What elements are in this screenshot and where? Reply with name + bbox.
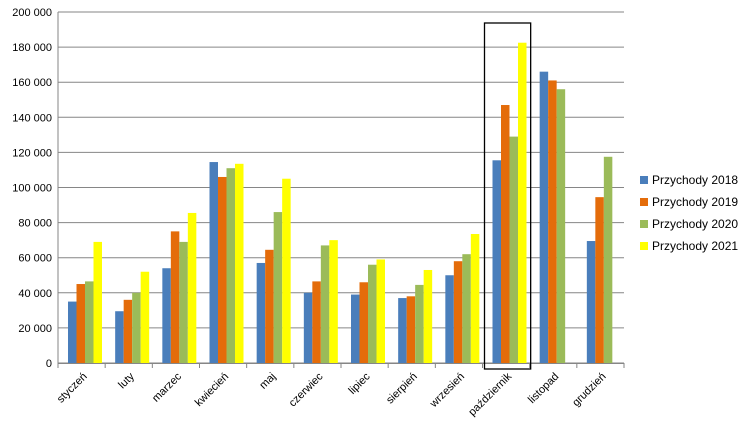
bar	[556, 89, 566, 363]
legend-swatch	[640, 198, 648, 206]
y-tick-label: 200 000	[12, 7, 52, 19]
bar	[509, 136, 518, 363]
x-tick-label: październik	[466, 370, 514, 418]
x-tick-label: czerwiec	[287, 370, 326, 409]
bar	[162, 268, 171, 363]
legend-label: Przychody 2019	[652, 195, 738, 209]
highlight-box	[483, 22, 532, 370]
y-tick-label: 120 000	[12, 147, 52, 159]
y-axis-tick-labels: 0 20 000 40 000 60 000 80 000 100 000 120 000 1…	[12, 7, 52, 370]
x-tick-label: wrzesień	[427, 371, 467, 411]
x-tick-label: grudzień	[570, 371, 608, 409]
bar	[235, 163, 244, 363]
y-tick-label: 20 000	[18, 323, 52, 335]
bar	[256, 262, 266, 363]
bar	[329, 240, 338, 363]
bar	[93, 241, 102, 363]
bar	[140, 271, 150, 363]
legend-label: Przychody 2018	[652, 173, 738, 187]
bar	[187, 212, 197, 363]
bar	[115, 311, 124, 363]
bar	[492, 160, 501, 363]
bar	[359, 282, 368, 363]
x-tick-label: lipiec	[346, 370, 373, 397]
bar	[76, 284, 85, 363]
bar	[518, 42, 527, 364]
bar	[265, 249, 274, 363]
bar	[595, 197, 604, 363]
bar	[85, 281, 94, 363]
y-tick-label: 160 000	[12, 77, 52, 89]
legend-swatch	[640, 220, 648, 228]
bar	[501, 105, 510, 363]
y-tick-label: 0	[46, 358, 52, 370]
bar	[453, 261, 463, 363]
bar	[320, 245, 330, 363]
y-tick-label: 80 000	[18, 218, 52, 230]
legend-swatch	[640, 242, 648, 250]
legend: Przychody 2018 Przychody 2019 Przychody 20…	[640, 173, 738, 253]
bar	[470, 234, 480, 363]
x-tick-label: luty	[116, 370, 137, 391]
bar	[273, 212, 283, 363]
y-tick-label: 140 000	[12, 112, 52, 124]
bar	[603, 156, 613, 363]
bar	[68, 301, 77, 363]
x-tick-label: kwiecień	[193, 371, 231, 409]
x-tick-label: styczeń	[55, 371, 90, 406]
legend-swatch	[640, 176, 648, 184]
bar	[368, 264, 377, 363]
x-axis-tick-labels: styczeń luty marzec kwiecień maj czerwiec lipi…	[55, 370, 609, 418]
bars	[68, 42, 613, 364]
bar	[376, 259, 385, 363]
bar	[132, 292, 141, 363]
x-tick-label: marzec	[150, 370, 184, 404]
grid-lines	[58, 11, 624, 364]
bar	[351, 294, 360, 363]
legend-label: Przychody 2021	[652, 239, 738, 253]
bar	[445, 275, 454, 363]
bar	[170, 231, 180, 363]
axes	[57, 12, 625, 368]
bar	[218, 176, 227, 363]
bar	[312, 281, 321, 363]
y-tick-label: 180 000	[12, 42, 52, 54]
bar	[415, 284, 424, 363]
bar	[209, 162, 218, 363]
x-tick-label: maj	[257, 371, 278, 392]
bar	[548, 80, 557, 363]
bar	[398, 298, 407, 363]
x-tick-label: listopad	[526, 371, 561, 406]
highlight-rectangle	[483, 22, 532, 370]
bar	[539, 71, 549, 364]
bar	[303, 292, 313, 363]
x-tick-label: sierpień	[384, 371, 420, 407]
y-tick-label: 60 000	[18, 253, 52, 265]
y-tick-label: 100 000	[12, 183, 52, 195]
bar	[406, 296, 416, 363]
y-tick-label: 40 000	[18, 288, 52, 300]
bar	[226, 168, 235, 363]
legend-label: Przychody 2020	[652, 217, 738, 231]
bar	[462, 254, 471, 363]
bar	[423, 269, 433, 363]
bar	[123, 299, 133, 363]
bar	[282, 178, 291, 363]
bar	[586, 241, 596, 363]
bar	[179, 241, 188, 363]
